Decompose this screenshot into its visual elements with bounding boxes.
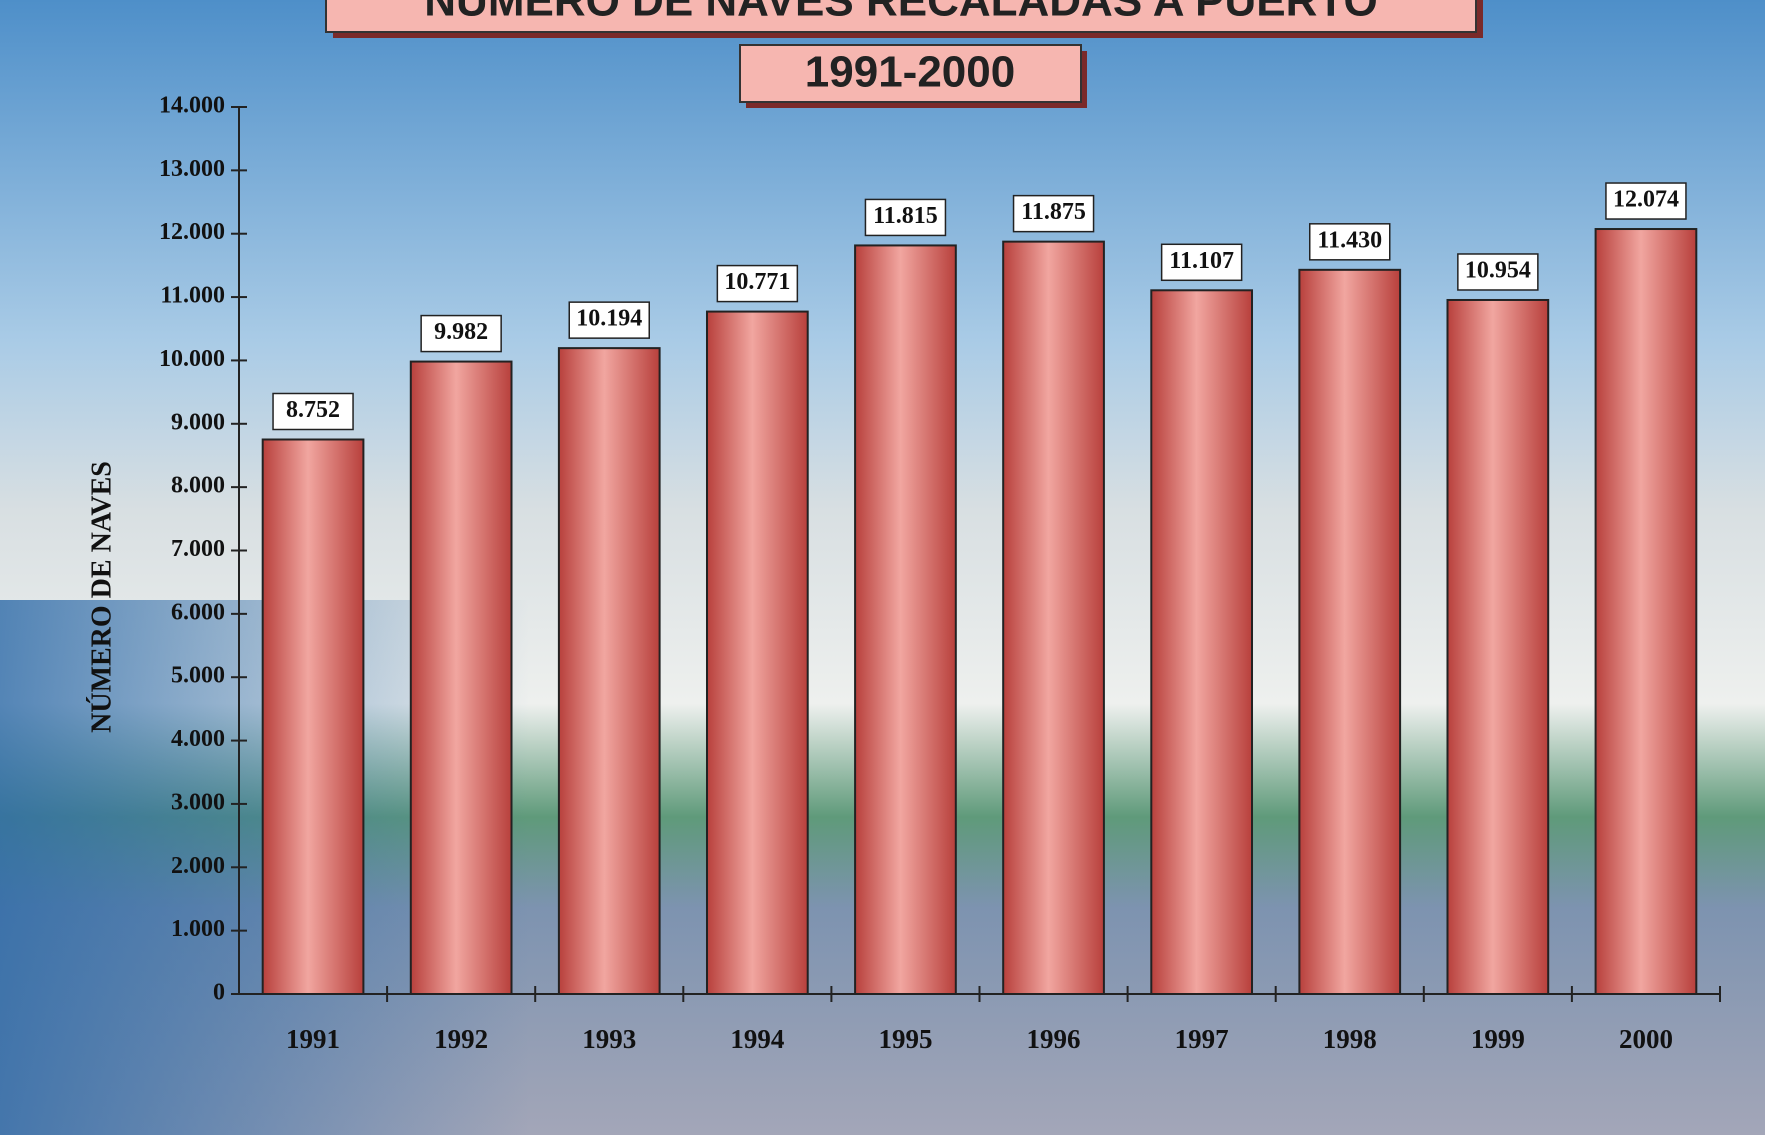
x-tick-label: 1998	[1323, 1024, 1377, 1054]
value-label: 9.982	[434, 319, 488, 345]
bar	[1002, 240, 1105, 996]
y-tick-label: 12.000	[159, 219, 225, 245]
value-label: 11.815	[873, 203, 938, 229]
value-label-box	[716, 264, 799, 303]
y-tick-label: 1.000	[171, 916, 225, 942]
y-axis-label: NÚMERO DE NAVES	[86, 461, 117, 733]
value-label: 11.875	[1021, 199, 1086, 225]
y-tick-label: 5.000	[171, 663, 225, 689]
value-label-box	[1457, 253, 1539, 291]
value-label: 8.752	[286, 397, 340, 423]
chart-subtitle: 1991-2000	[805, 48, 1015, 97]
x-tick-label: 1995	[878, 1024, 932, 1054]
y-tick-label: 9.000	[171, 409, 225, 435]
y-tick-label: 2.000	[171, 853, 225, 879]
value-label: 10.954	[1465, 257, 1531, 283]
value-label-box	[272, 392, 354, 431]
subtitle-box	[739, 44, 1082, 103]
y-tick-label: 7.000	[171, 536, 225, 562]
bar	[1150, 289, 1254, 995]
chart-title: NÚMERO DE NAVES RECALADAS A PUERTO	[424, 0, 1377, 26]
y-tick-label: 13.000	[159, 156, 225, 182]
value-label-box	[1309, 223, 1391, 261]
x-tick-label: 1999	[1471, 1024, 1525, 1054]
bar	[1594, 228, 1698, 995]
x-tick-label: 2000	[1619, 1024, 1673, 1054]
value-label: 12.074	[1613, 187, 1679, 213]
y-tick-label: 10.000	[159, 346, 225, 372]
x-tick-label: 1993	[582, 1024, 636, 1054]
title-box	[325, 0, 1477, 33]
value-label: 11.107	[1169, 248, 1234, 274]
y-tick-label: 4.000	[171, 726, 225, 752]
bar	[409, 360, 513, 996]
y-tick-label: 6.000	[171, 599, 225, 625]
x-tick-label: 1991	[286, 1024, 340, 1054]
bar	[1446, 298, 1550, 996]
value-label-box	[568, 301, 650, 339]
x-tick-label: 1994	[730, 1024, 784, 1054]
value-label: 11.430	[1317, 227, 1382, 253]
value-label-box	[1160, 243, 1243, 282]
x-tick-label: 1992	[434, 1024, 488, 1054]
value-label-box	[1012, 194, 1095, 233]
bar	[705, 310, 809, 995]
value-label-box	[1605, 182, 1687, 220]
bar	[557, 347, 661, 996]
y-tick-label: 0	[213, 980, 225, 1006]
bar	[1298, 268, 1402, 995]
value-label-box	[864, 198, 947, 237]
bar	[261, 438, 365, 995]
value-label-box	[420, 314, 502, 353]
y-tick-label: 3.000	[171, 789, 225, 815]
y-tick-label: 8.000	[171, 473, 225, 499]
y-tick-label: 11.000	[160, 283, 225, 309]
x-tick-label: 1996	[1027, 1024, 1081, 1054]
y-tick-label: 14.000	[159, 93, 225, 119]
x-tick-label: 1997	[1175, 1024, 1229, 1054]
bar	[854, 244, 957, 995]
value-label: 10.771	[724, 269, 790, 295]
value-label: 10.194	[576, 306, 642, 332]
